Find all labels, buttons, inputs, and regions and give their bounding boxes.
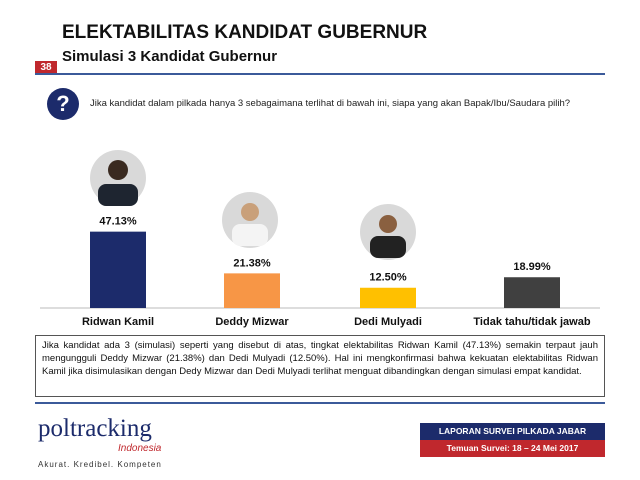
logo-country: Indonesia <box>118 443 162 454</box>
question-icon <box>47 88 79 120</box>
bar <box>90 231 146 308</box>
question-mark: ? <box>56 91 69 116</box>
survey-dates: Temuan Survei: 18 – 24 Mei 2017 <box>420 440 605 457</box>
logo: poltracking <box>38 415 152 442</box>
bar <box>360 287 416 308</box>
photo-body <box>370 236 406 258</box>
chart: ? 47.13% Ridwan Kamil 21.38% Deddy Mizwar 12… <box>40 88 600 328</box>
question: Jika kandidat dalam pilkada hanya 3 seba… <box>90 98 571 109</box>
value-label: 12.50% <box>369 272 407 284</box>
value-label: 18.99% <box>513 261 551 273</box>
category-label: Tidak tahu/tidak jawab <box>473 316 590 328</box>
title: ELEKTABILITAS KANDIDAT GUBERNUR <box>62 22 428 43</box>
page-number: 38 <box>35 61 57 75</box>
photo-body <box>232 224 268 246</box>
divider <box>35 402 605 404</box>
summary: Jika kandidat ada 3 (simulasi) seperti y… <box>35 335 605 397</box>
subtitle: Simulasi 3 Kandidat Gubernur <box>62 48 278 65</box>
category-label: Deddy Mizwar <box>215 316 289 328</box>
divider <box>35 73 605 75</box>
category-label: Dedi Mulyadi <box>354 316 422 328</box>
photo-head <box>108 160 128 180</box>
bar <box>224 273 280 308</box>
category-label: Ridwan Kamil <box>82 316 154 328</box>
photo-head <box>241 203 259 221</box>
photo-body <box>98 184 138 206</box>
value-label: 47.13% <box>99 216 137 228</box>
bar <box>504 277 560 308</box>
report-label: LAPORAN SURVEI PILKADA JABAR <box>420 423 605 440</box>
tagline: Akurat. Kredibel. Kompeten <box>38 460 162 469</box>
photo-head <box>379 215 397 233</box>
value-label: 21.38% <box>233 257 271 269</box>
